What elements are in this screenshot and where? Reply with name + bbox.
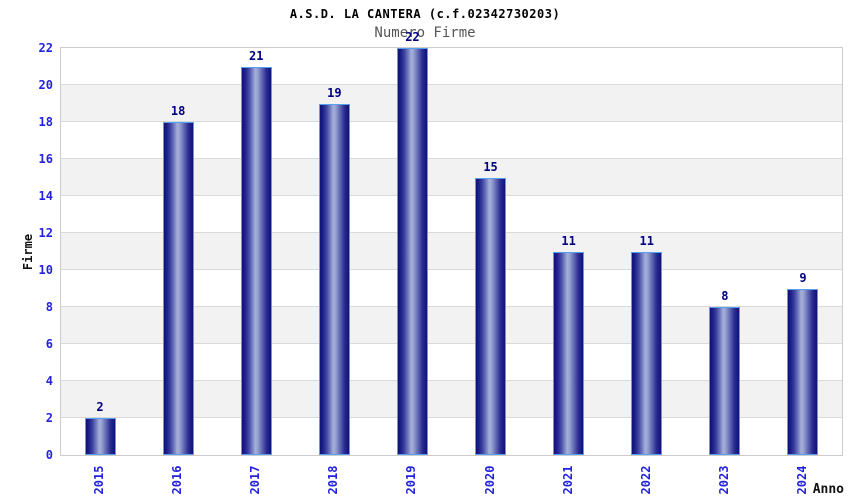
grid-band <box>61 85 842 122</box>
grid-line <box>61 269 842 270</box>
x-tick-label: 2021 <box>560 465 575 495</box>
bar-value-label: 18 <box>170 104 186 118</box>
plot-area: 2 18 21 19 22 15 11 11 8 9 <box>60 31 843 456</box>
y-tick-label: 22 <box>38 41 53 55</box>
grid-line <box>61 417 842 418</box>
x-tick-label: 2015 <box>92 465 107 495</box>
bar-value-label: 11 <box>639 233 654 248</box>
y-tick-label: 14 <box>38 189 53 203</box>
bar-value-label: 2 <box>96 400 104 414</box>
y-tick-label: 12 <box>38 226 53 240</box>
bar-2021 <box>553 251 585 455</box>
bar-2018 <box>318 103 350 455</box>
x-tick-label: 2024 <box>794 465 809 495</box>
grid-line <box>61 195 842 196</box>
x-tick-label: 2023 <box>716 465 731 495</box>
y-tick-label: 20 <box>38 78 53 92</box>
grid-line <box>61 121 842 122</box>
bar-value-label: 19 <box>327 85 342 100</box>
bar-value-label: 8 <box>721 289 729 303</box>
y-tick-label: 16 <box>38 152 53 166</box>
y-tick-label: 0 <box>45 448 53 462</box>
x-tick-label: 2016 <box>170 465 185 495</box>
bar-value-label: 22 <box>405 30 420 44</box>
grid-line <box>61 84 842 85</box>
grid-line <box>61 232 842 233</box>
bar-2023 <box>709 307 741 455</box>
bar-value-label: 21 <box>249 48 264 63</box>
grid-band <box>61 48 842 85</box>
grid-line <box>61 343 842 344</box>
chart-title: A.S.D. LA CANTERA (c.f.02342730203) <box>289 7 561 21</box>
bar-value-label: 15 <box>483 159 498 174</box>
bar-value-label: 9 <box>799 270 807 285</box>
y-tick-label: 8 <box>45 300 53 314</box>
bar-2015 <box>84 418 116 455</box>
x-axis-label: Anno <box>812 482 844 497</box>
bar-value-label: 11 <box>561 233 576 248</box>
chart-subtitle: Numero Firme <box>374 25 476 41</box>
x-tick-label: 2020 <box>482 465 497 495</box>
x-tick-label: 2019 <box>404 465 419 495</box>
y-tick-label: 6 <box>45 337 53 351</box>
x-tick-label: 2017 <box>248 465 263 495</box>
bar-2022 <box>631 251 663 455</box>
bar-2020 <box>475 177 507 455</box>
y-tick-label: 4 <box>45 374 53 388</box>
grid-line <box>61 306 842 307</box>
y-tick-label: 2 <box>45 411 53 425</box>
grid-line <box>61 158 842 159</box>
y-tick-label: 10 <box>38 263 53 277</box>
x-tick-label: 2018 <box>326 465 341 495</box>
bar-2024 <box>787 288 819 455</box>
bar-2019 <box>396 48 428 455</box>
bar-2017 <box>240 66 272 455</box>
bar-2016 <box>162 122 194 455</box>
x-tick-label: 2022 <box>638 465 653 495</box>
y-tick-label: 18 <box>38 115 53 129</box>
grid-line <box>61 380 842 381</box>
